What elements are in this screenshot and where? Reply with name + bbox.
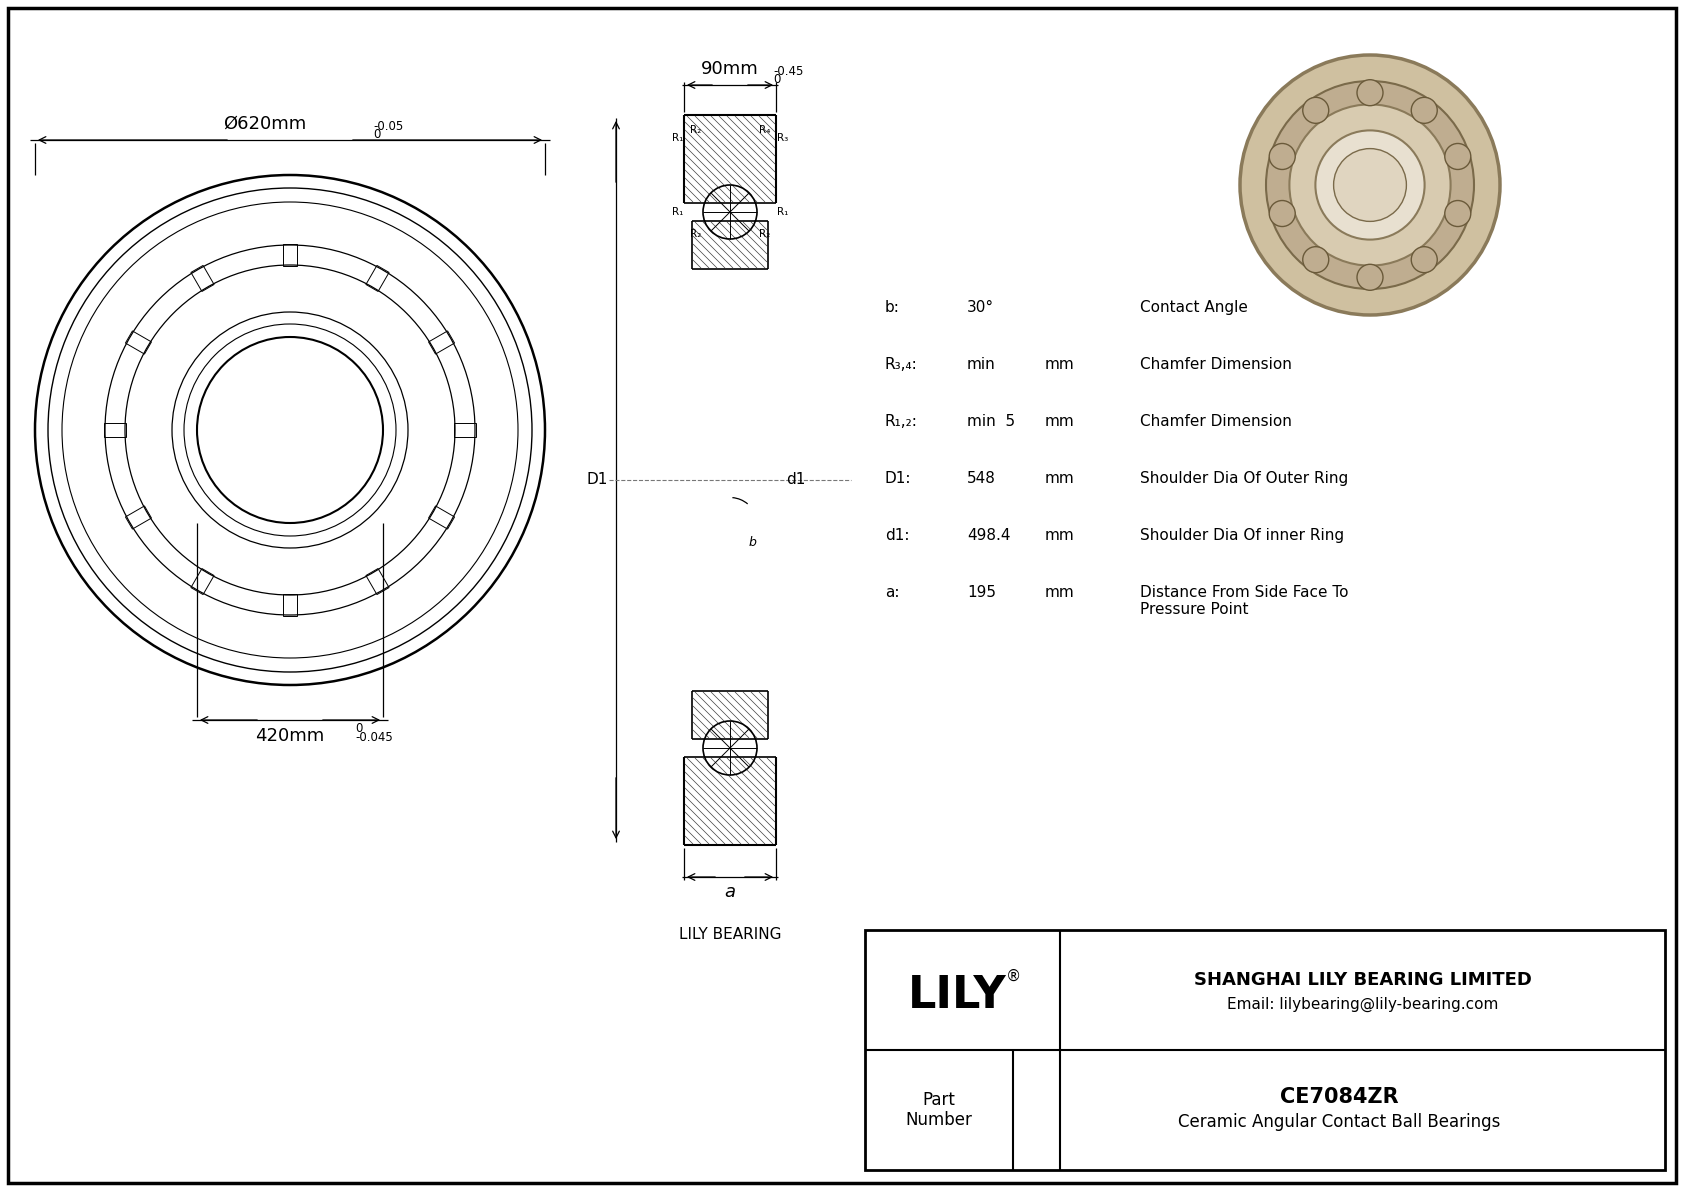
Bar: [365, 266, 389, 292]
Text: mm: mm: [1046, 357, 1074, 372]
Bar: [866, 930, 1665, 1170]
Circle shape: [1239, 55, 1500, 314]
Circle shape: [1334, 149, 1406, 222]
Bar: [283, 594, 296, 616]
Circle shape: [1357, 80, 1383, 106]
Bar: [283, 244, 296, 266]
Circle shape: [1270, 143, 1295, 169]
Bar: [190, 568, 214, 594]
Circle shape: [1445, 200, 1470, 226]
Text: 90mm: 90mm: [701, 60, 759, 77]
Text: 30°: 30°: [967, 300, 994, 314]
Text: R₁,₂:: R₁,₂:: [886, 414, 918, 429]
Text: Shoulder Dia Of Outer Ring: Shoulder Dia Of Outer Ring: [1140, 470, 1349, 486]
Text: mm: mm: [1046, 470, 1074, 486]
Circle shape: [1270, 200, 1295, 226]
Circle shape: [1315, 130, 1425, 239]
Text: CE7084ZR: CE7084ZR: [1280, 1087, 1398, 1106]
Text: -0.45: -0.45: [773, 66, 803, 77]
Text: R₁: R₁: [776, 207, 788, 217]
Text: D1: D1: [586, 473, 608, 487]
Bar: [125, 331, 152, 354]
Text: 548: 548: [967, 470, 995, 486]
Text: 0: 0: [773, 73, 780, 86]
Text: SHANGHAI LILY BEARING LIMITED: SHANGHAI LILY BEARING LIMITED: [1194, 971, 1531, 989]
Text: 0: 0: [355, 722, 362, 735]
Text: Shoulder Dia Of inner Ring: Shoulder Dia Of inner Ring: [1140, 528, 1344, 543]
Bar: [125, 506, 152, 529]
Bar: [190, 266, 214, 292]
Text: min  5: min 5: [967, 414, 1015, 429]
Text: ®: ®: [1007, 968, 1022, 984]
Circle shape: [1266, 81, 1474, 289]
Text: D1:: D1:: [886, 470, 911, 486]
Text: a:: a:: [886, 585, 899, 600]
Text: Email: lilybearing@lily-bearing.com: Email: lilybearing@lily-bearing.com: [1228, 997, 1499, 1011]
Bar: [104, 423, 126, 437]
Text: R₂: R₂: [759, 229, 770, 239]
Text: R₁: R₁: [672, 207, 684, 217]
Text: Ceramic Angular Contact Ball Bearings: Ceramic Angular Contact Ball Bearings: [1177, 1114, 1500, 1131]
Text: b: b: [748, 536, 756, 549]
Text: d1: d1: [786, 473, 805, 487]
Text: R₂: R₂: [690, 125, 701, 135]
Circle shape: [1290, 105, 1450, 266]
Text: R₃: R₃: [776, 133, 788, 143]
Circle shape: [1445, 143, 1470, 169]
Circle shape: [1303, 247, 1329, 273]
Circle shape: [1357, 264, 1383, 291]
Text: mm: mm: [1046, 414, 1074, 429]
Text: d1:: d1:: [886, 528, 909, 543]
Text: Chamfer Dimension: Chamfer Dimension: [1140, 414, 1292, 429]
Text: Part
Number: Part Number: [906, 1091, 972, 1129]
Text: 498.4: 498.4: [967, 528, 1010, 543]
Text: Pressure Point: Pressure Point: [1140, 601, 1248, 617]
Text: Ø620mm: Ø620mm: [224, 116, 306, 133]
Text: a: a: [724, 883, 736, 902]
Text: 420mm: 420mm: [256, 727, 325, 746]
Text: -0.05: -0.05: [372, 120, 402, 133]
Text: LILY: LILY: [908, 973, 1007, 1016]
Text: min: min: [967, 357, 995, 372]
Text: R₄: R₄: [758, 125, 770, 135]
Circle shape: [1411, 98, 1436, 124]
Text: 0: 0: [372, 127, 381, 141]
Text: mm: mm: [1046, 585, 1074, 600]
Text: R₃,₄:: R₃,₄:: [886, 357, 918, 372]
Circle shape: [1411, 247, 1436, 273]
Bar: [455, 423, 477, 437]
Text: R₁: R₁: [672, 133, 684, 143]
Bar: [428, 506, 455, 529]
Text: R₂: R₂: [690, 229, 701, 239]
Text: Distance From Side Face To: Distance From Side Face To: [1140, 585, 1349, 600]
Bar: [428, 331, 455, 354]
Text: b:: b:: [886, 300, 899, 314]
Text: Chamfer Dimension: Chamfer Dimension: [1140, 357, 1292, 372]
Bar: [365, 568, 389, 594]
Text: 195: 195: [967, 585, 995, 600]
Circle shape: [1303, 98, 1329, 124]
Text: mm: mm: [1046, 528, 1074, 543]
Text: -0.045: -0.045: [355, 731, 392, 744]
Text: Contact Angle: Contact Angle: [1140, 300, 1248, 314]
Text: LILY BEARING: LILY BEARING: [679, 927, 781, 942]
